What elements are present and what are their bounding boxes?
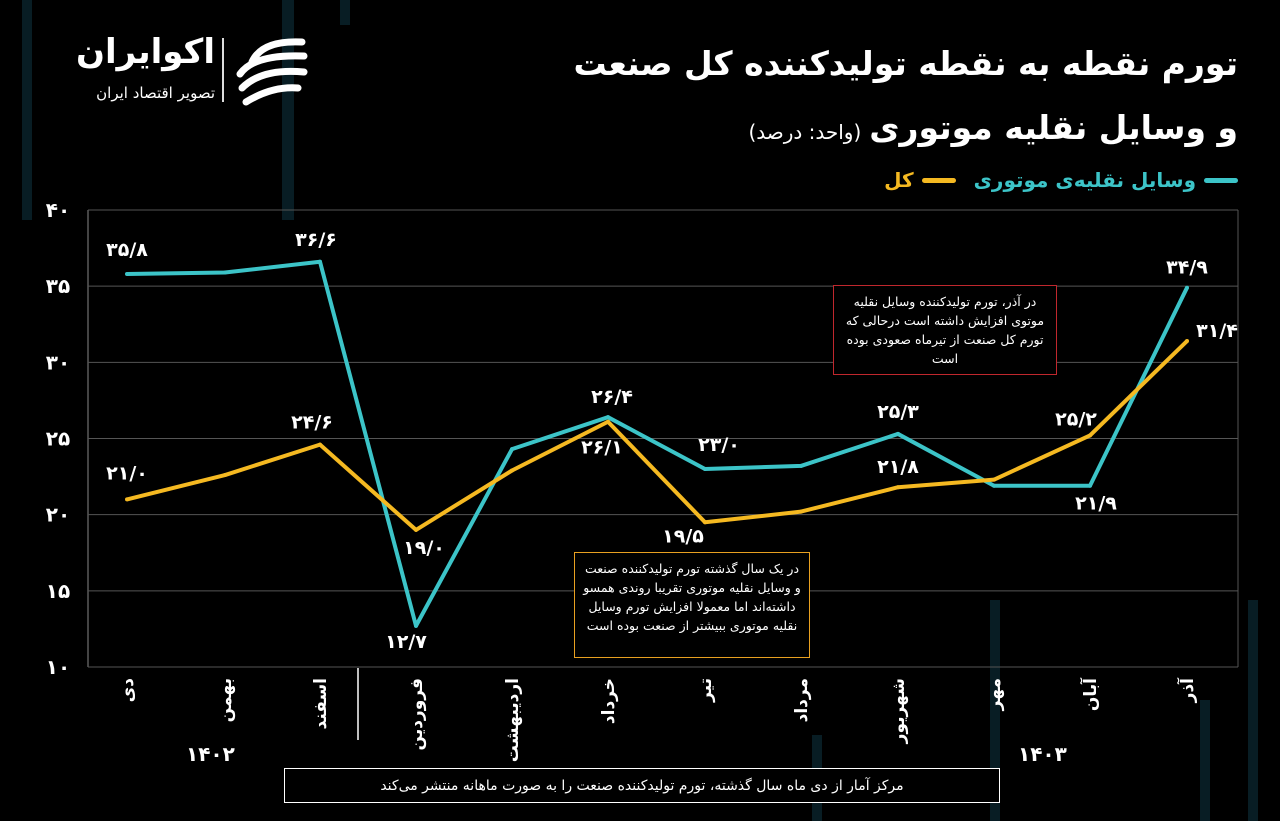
- y-tick-label: ۱۰: [46, 655, 70, 679]
- data-label: ۲۴/۶: [291, 412, 333, 434]
- data-point: [1185, 285, 1189, 290]
- y-tick-label: ۲۵: [46, 427, 70, 451]
- data-point: [510, 468, 514, 473]
- data-point: [318, 442, 322, 447]
- data-point: [703, 520, 707, 525]
- data-point: [318, 259, 322, 264]
- legend: وسایل نقلیه‌ی موتوری کل: [884, 168, 1238, 192]
- footnote: مرکز آمار از دی ماه سال گذشته، تورم تولی…: [284, 768, 1000, 803]
- data-label: ۲۱/۰: [106, 462, 148, 484]
- series-line-vehicles: [126, 259, 1189, 628]
- data-point: [223, 473, 227, 478]
- data-point: [896, 431, 900, 436]
- year-label-1403: ۱۴۰۳: [1018, 742, 1067, 766]
- x-tick-label: آبان: [1079, 677, 1101, 711]
- data-label: ۳۶/۶: [295, 229, 337, 251]
- x-tick-label: شهریور: [889, 678, 909, 744]
- data-label: ۱۹/۰: [403, 537, 445, 559]
- data-label: ۲۶/۱: [581, 437, 623, 459]
- y-tick-label: ۱۵: [46, 579, 70, 603]
- data-label: ۲۵/۲: [1055, 408, 1097, 430]
- data-point: [1088, 483, 1092, 488]
- x-tick-label: فروردین: [407, 678, 427, 750]
- legend-label-total: کل: [884, 168, 914, 192]
- decor-bar: [1200, 700, 1210, 821]
- data-label: ۲۳/۰: [698, 434, 740, 456]
- annotation-box-azar: در آذر، تورم تولیدکننده وسایل نقلیه موتو…: [833, 285, 1057, 375]
- x-tick-label: بهمن: [216, 678, 236, 722]
- data-point: [414, 623, 418, 628]
- y-tick-label: ۳۰: [46, 350, 70, 374]
- logo-name: اکوایران: [76, 32, 215, 72]
- series-line-total: [126, 339, 1189, 532]
- decor-bar: [340, 0, 350, 25]
- data-point: [606, 415, 610, 420]
- data-point: [1185, 339, 1189, 344]
- x-tick-label: خرداد: [599, 678, 619, 724]
- chart-title-line2-text: و وسایل نقلیه موتوری: [869, 108, 1238, 147]
- data-point: [125, 271, 129, 276]
- y-tick-label: ۲۰: [46, 503, 70, 527]
- y-tick-label: ۳۵: [46, 274, 70, 298]
- annotation-box-trend: در یک سال گذشته تورم تولیدکننده صنعت و و…: [574, 552, 810, 658]
- data-label: ۳۵/۸: [106, 239, 148, 261]
- x-tick-label: اردیبهشت: [503, 678, 523, 762]
- data-point: [606, 419, 610, 424]
- legend-label-vehicles: وسایل نقلیه‌ی موتوری: [973, 168, 1196, 192]
- data-label: ۲۱/۸: [877, 456, 919, 478]
- data-point: [799, 509, 803, 514]
- legend-item-vehicles: وسایل نقلیه‌ی موتوری: [974, 168, 1238, 192]
- data-label: ۳۴/۹: [1166, 257, 1208, 279]
- x-tick-label: مهر: [985, 678, 1005, 711]
- data-label: ۳۱/۴: [1196, 320, 1238, 342]
- x-tick-label: دی: [118, 678, 138, 703]
- logo-mark-icon: [236, 38, 308, 106]
- data-point: [799, 463, 803, 468]
- logo-subtitle: تصویر اقتصاد ایران: [96, 84, 215, 102]
- data-label: ۲۱/۹: [1075, 493, 1117, 515]
- data-label: ۲۶/۴: [591, 386, 633, 408]
- x-tick-label: اسفند: [311, 678, 331, 730]
- legend-swatch-vehicles: [1204, 177, 1238, 183]
- decor-bar: [22, 0, 32, 220]
- chart-title-line1: تورم نقطه به نقطه تولیدکننده کل صنعت: [573, 44, 1238, 83]
- decor-bar: [990, 600, 1000, 821]
- x-tick-label: تیر: [696, 678, 716, 703]
- data-label: ۱۲/۷: [385, 631, 427, 653]
- data-label: ۲۵/۳: [877, 401, 919, 423]
- data-point: [992, 483, 996, 488]
- x-tick-label: مرداد: [792, 678, 812, 722]
- unit-label: (واحد: درصد): [748, 120, 862, 144]
- logo-divider: [222, 38, 224, 102]
- data-point: [896, 485, 900, 490]
- data-point: [703, 466, 707, 471]
- chart-title-line2: و وسایل نقلیه موتوری (واحد: درصد): [748, 108, 1238, 147]
- data-point: [125, 497, 129, 502]
- data-point: [510, 447, 514, 452]
- data-point: [1088, 433, 1092, 438]
- data-point: [223, 270, 227, 275]
- y-tick-label: ۴۰: [46, 198, 70, 222]
- legend-swatch-total: [921, 177, 956, 183]
- legend-item-total: کل: [884, 168, 956, 192]
- year-label-1402: ۱۴۰۲: [186, 742, 235, 766]
- data-label: ۱۹/۵: [662, 525, 704, 547]
- decor-bar: [1248, 600, 1258, 821]
- data-point: [414, 527, 418, 532]
- data-point: [992, 477, 996, 482]
- x-tick-label: آذر: [1176, 677, 1198, 704]
